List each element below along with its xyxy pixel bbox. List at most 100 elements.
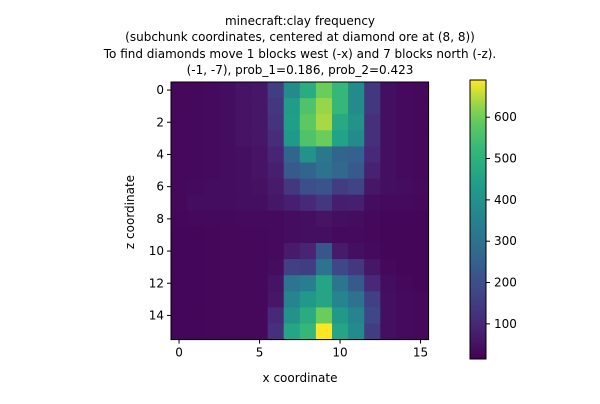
heatmap-cell (171, 194, 188, 212)
y-tick-label: 10 (149, 244, 164, 258)
heatmap-cell (235, 226, 252, 244)
heatmap-cell (267, 291, 285, 308)
heatmap-cell (315, 291, 333, 308)
heatmap-cell (283, 130, 301, 147)
heatmap-cell (348, 323, 365, 340)
y-axis-ticks: 0 2 4 6 8 10 12 14 (149, 83, 171, 322)
heatmap-cell (171, 291, 188, 308)
heatmap-cell (203, 226, 220, 244)
heatmap-cell (203, 98, 220, 115)
heatmap-cell (251, 210, 268, 228)
heatmap-cell (364, 114, 381, 131)
heatmap-cell (187, 178, 204, 196)
heatmap-cell (283, 162, 301, 179)
heatmap-cell (267, 259, 285, 276)
heatmap-cell (251, 98, 268, 115)
heatmap-cell (203, 210, 220, 228)
heatmap-cell (412, 146, 429, 163)
heatmap-cell (171, 162, 188, 179)
heatmap-cell (332, 194, 349, 212)
heatmap-cell (283, 194, 301, 212)
heatmap-cell (251, 178, 268, 196)
heatmap-cell (315, 114, 333, 131)
heatmap-cell (219, 307, 236, 324)
heatmap-cell (219, 291, 236, 308)
heatmap-cell (203, 275, 220, 292)
heatmap-cell (348, 210, 365, 228)
heatmap-cell (267, 194, 285, 212)
heatmap-cell (203, 130, 220, 147)
heatmap-cell (283, 98, 301, 115)
heatmap-cell (219, 162, 236, 179)
y-tick-label: 0 (156, 83, 164, 97)
heatmap-cell (219, 98, 236, 115)
heatmap-cell (396, 162, 413, 179)
heatmap-cell (251, 114, 268, 131)
y-tick-label: 14 (149, 308, 164, 322)
heatmap-cell (171, 259, 188, 276)
heatmap-cell (299, 114, 317, 131)
heatmap-cell (187, 146, 204, 163)
title-line-4: (-1, -7), prob_1=0.186, prob_2=0.423 (187, 63, 414, 77)
heatmap-cell (315, 275, 333, 292)
heatmap-cell (315, 323, 333, 340)
heatmap-cell (283, 178, 301, 196)
y-tick-label: 8 (156, 212, 164, 226)
heatmap-cell (203, 243, 220, 260)
heatmap-cell (283, 226, 301, 244)
heatmap-cell (315, 178, 333, 196)
heatmap-cell (348, 130, 365, 147)
heatmap-cell (332, 114, 349, 131)
heatmap-cell (332, 146, 349, 163)
heatmap-cell (412, 82, 429, 99)
heatmap-cell (396, 275, 413, 292)
colorbar-tick-label: 200 (494, 276, 517, 290)
heatmap-cell (267, 146, 285, 163)
colorbar-tick-label: 400 (494, 193, 517, 207)
heatmap-cell (251, 259, 268, 276)
heatmap-cell (332, 291, 349, 308)
heatmap-cell (267, 307, 285, 324)
y-tick-label: 6 (156, 180, 164, 194)
heatmap-cell (235, 82, 252, 99)
heatmap-cell (396, 259, 413, 276)
heatmap-cell (332, 259, 349, 276)
heatmap-cell (251, 226, 268, 244)
heatmap-cell (412, 226, 429, 244)
heatmap-cell (412, 259, 429, 276)
heatmap-cell (348, 307, 365, 324)
heatmap-cell (396, 114, 413, 131)
x-tick-label: 0 (175, 346, 183, 360)
heatmap-cell (380, 114, 397, 131)
heatmap-cell (251, 82, 268, 99)
y-tick-label: 4 (156, 147, 164, 161)
heatmap-cell (364, 210, 381, 228)
heatmap-cell (219, 178, 236, 196)
heatmap-cell (187, 98, 204, 115)
colorbar-ticks: 100 200 300 400 500 600 (486, 110, 517, 331)
heatmap-cell (203, 259, 220, 276)
heatmap-cell (299, 291, 317, 308)
heatmap-cell (187, 162, 204, 179)
heatmap-cell (299, 194, 317, 212)
heatmap-cell (315, 146, 333, 163)
heatmap-cell (187, 259, 204, 276)
heatmap-cell (251, 291, 268, 308)
heatmap-cell (267, 275, 285, 292)
heatmap-cell (203, 146, 220, 163)
heatmap-cell (380, 307, 397, 324)
y-tick-label: 12 (149, 276, 164, 290)
heatmap-cell (171, 275, 188, 292)
heatmap-cell (235, 194, 252, 212)
heatmap-cell (235, 114, 252, 131)
heatmap-cell (412, 178, 429, 196)
heatmap-cell (364, 178, 381, 196)
heatmap-cell (299, 146, 317, 163)
heatmap-cell (348, 291, 365, 308)
heatmap-cell (396, 178, 413, 196)
heatmap-cell (332, 178, 349, 196)
heatmap-cell (219, 323, 236, 340)
heatmap-cell (380, 210, 397, 228)
heatmap-cell (187, 82, 204, 99)
heatmap-cell (412, 130, 429, 147)
